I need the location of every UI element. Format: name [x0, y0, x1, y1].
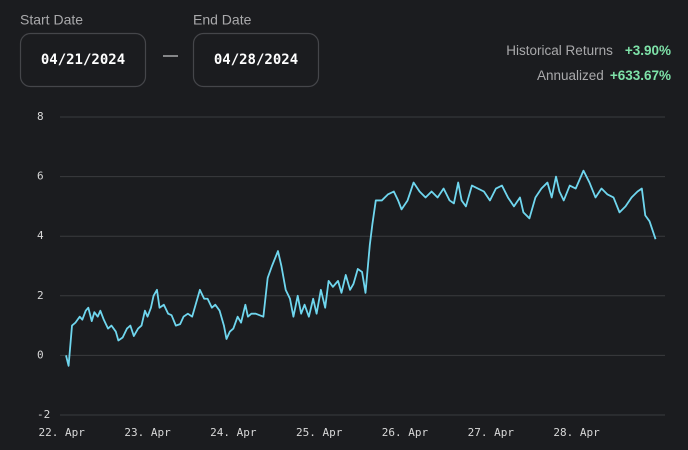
end-value[interactable]: 04/28/2024	[214, 52, 298, 68]
price-line	[65, 169, 657, 367]
x-tick-label: 23. Apr	[124, 426, 171, 439]
y-tick-label: 2	[37, 289, 44, 302]
stat-label: Annualized	[537, 68, 604, 83]
x-tick-label: 27. Apr	[468, 426, 515, 439]
start-value[interactable]: 04/21/2024	[41, 52, 125, 68]
y-tick-label: 0	[37, 348, 44, 361]
start-label: Start Date	[20, 12, 83, 28]
start-input[interactable]	[19, 32, 147, 88]
stat-row: Annualized +633.67%	[537, 68, 671, 83]
y-tick-label: 4	[37, 229, 44, 242]
x-tick-label: 24. Apr	[210, 426, 257, 439]
x-tick-label: 28. Apr	[553, 426, 600, 439]
y-tick-label: 6	[37, 170, 44, 183]
x-tick-label: 25. Apr	[296, 426, 343, 439]
y-tick-label: -2	[37, 408, 50, 421]
end-input[interactable]	[192, 32, 320, 88]
stat-value: +633.67%	[610, 68, 671, 83]
chart: -2 0 2 4 6 8 22. Apr 23. Apr 24. Apr 25. Apr 26. A…	[37, 110, 665, 439]
stat-value: +3.90%	[625, 43, 671, 58]
end-label: End Date	[193, 12, 252, 28]
x-tick-label: 22. Apr	[39, 426, 86, 439]
stat-row: Historical Returns +3.90%	[506, 43, 671, 58]
stat-label: Historical Returns	[506, 43, 613, 58]
x-tick-label: 26. Apr	[382, 426, 429, 439]
y-tick-label: 8	[37, 110, 44, 123]
